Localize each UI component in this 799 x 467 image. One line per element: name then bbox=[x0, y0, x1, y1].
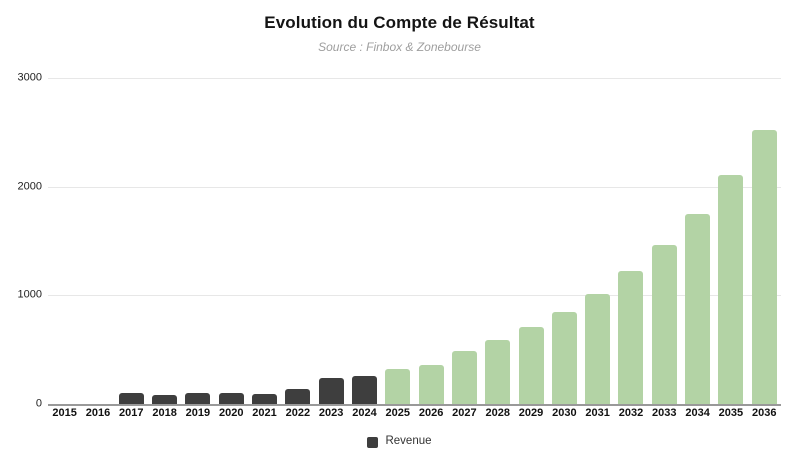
bar-slot-2021 bbox=[248, 78, 281, 404]
bar-slot-2015 bbox=[48, 78, 81, 404]
bar-slot-2028 bbox=[481, 78, 514, 404]
bar-slot-2027 bbox=[448, 78, 481, 404]
x-axis-label-2036: 2036 bbox=[751, 407, 777, 419]
gridline-1000 bbox=[48, 295, 781, 297]
bar-slot-2022 bbox=[281, 78, 314, 404]
x-axis: 2015 2016 2017 2018 2019 2020 2021 2022 2023 2024… bbox=[48, 408, 781, 419]
chart-subtitle: Source : Finbox & Zonebourse bbox=[318, 40, 481, 54]
bar-2023 bbox=[318, 377, 344, 404]
x-axis-label-2021: 2021 bbox=[252, 407, 277, 419]
bar-slot-2023 bbox=[315, 78, 348, 404]
bar-2019 bbox=[185, 393, 211, 404]
bar-2017 bbox=[118, 393, 144, 404]
bar-2029 bbox=[518, 326, 544, 404]
bar-2031 bbox=[585, 293, 611, 404]
legend-swatch-revenue bbox=[367, 436, 379, 448]
bar-2028 bbox=[485, 340, 511, 404]
bar-2018 bbox=[152, 395, 178, 404]
bar-slot-2016 bbox=[81, 78, 114, 404]
x-axis-label-2019: 2019 bbox=[185, 407, 211, 419]
bar-slot-2032 bbox=[614, 78, 647, 404]
bar-slot-2034 bbox=[681, 78, 714, 404]
bar-slot-2033 bbox=[648, 78, 681, 404]
bar-2024 bbox=[351, 376, 377, 404]
bar-slot-2017 bbox=[115, 78, 148, 404]
bars-row bbox=[48, 78, 781, 404]
y-axis-label-2000: 2000 bbox=[17, 180, 42, 193]
x-axis-label-2016: 2016 bbox=[85, 407, 111, 419]
bar-2033 bbox=[651, 245, 677, 404]
x-axis-label-2028: 2028 bbox=[485, 407, 510, 419]
gridline-0 bbox=[48, 404, 781, 406]
x-axis-label-2022: 2022 bbox=[285, 407, 311, 419]
x-axis-label-2015: 2015 bbox=[52, 407, 77, 419]
bar-slot-2024 bbox=[348, 78, 381, 404]
bar-2030 bbox=[551, 312, 577, 404]
legend-label-revenue: Revenue bbox=[385, 435, 432, 448]
bar-slot-2031 bbox=[581, 78, 614, 404]
x-axis-label-2033: 2033 bbox=[652, 407, 677, 419]
x-axis-label-2017: 2017 bbox=[119, 407, 144, 419]
bar-slot-2018 bbox=[148, 78, 181, 404]
bar-slot-2020 bbox=[215, 78, 248, 404]
bar-2020 bbox=[218, 393, 244, 404]
bar-2021 bbox=[252, 394, 278, 404]
bar-2036 bbox=[751, 130, 777, 404]
bar-slot-2025 bbox=[381, 78, 414, 404]
y-axis-label-3000: 3000 bbox=[17, 71, 42, 84]
x-axis-label-2032: 2032 bbox=[618, 407, 644, 419]
bar-slot-2035 bbox=[714, 78, 747, 404]
bar-2022 bbox=[285, 388, 311, 404]
bar-2025 bbox=[385, 369, 411, 404]
bar-2026 bbox=[418, 364, 444, 404]
chart-title: Evolution du Compte de Résultat bbox=[264, 13, 535, 32]
legend: Revenue bbox=[0, 434, 799, 450]
bar-2032 bbox=[618, 271, 644, 404]
x-axis-label-2034: 2034 bbox=[685, 407, 710, 419]
x-axis-label-2024: 2024 bbox=[352, 407, 377, 419]
x-axis-label-2031: 2031 bbox=[585, 407, 610, 419]
plot-area: 0 1000 2000 3000 bbox=[18, 72, 781, 409]
bar-slot-2026 bbox=[414, 78, 447, 404]
y-axis-label-1000: 1000 bbox=[17, 288, 42, 301]
gridline-2000 bbox=[48, 186, 781, 188]
bar-slot-2030 bbox=[548, 78, 581, 404]
x-axis-label-2029: 2029 bbox=[518, 407, 544, 419]
bar-slot-2036 bbox=[748, 78, 781, 404]
bar-slot-2029 bbox=[514, 78, 547, 404]
x-axis-label-2035: 2035 bbox=[718, 407, 744, 419]
x-axis-label-2025: 2025 bbox=[385, 407, 411, 419]
x-axis-label-2020: 2020 bbox=[218, 407, 244, 419]
x-axis-label-2030: 2030 bbox=[552, 407, 577, 419]
x-axis-label-2027: 2027 bbox=[452, 407, 477, 419]
x-axis-label-2018: 2018 bbox=[152, 407, 177, 419]
bar-2035 bbox=[718, 174, 744, 404]
y-axis-label-0: 0 bbox=[35, 397, 42, 410]
gridline-3000 bbox=[48, 78, 781, 79]
bar-slot-2019 bbox=[181, 78, 214, 404]
bar-2034 bbox=[685, 213, 711, 404]
x-axis-label-2026: 2026 bbox=[418, 407, 444, 419]
x-axis-label-2023: 2023 bbox=[318, 407, 344, 419]
bar-2027 bbox=[451, 350, 477, 404]
